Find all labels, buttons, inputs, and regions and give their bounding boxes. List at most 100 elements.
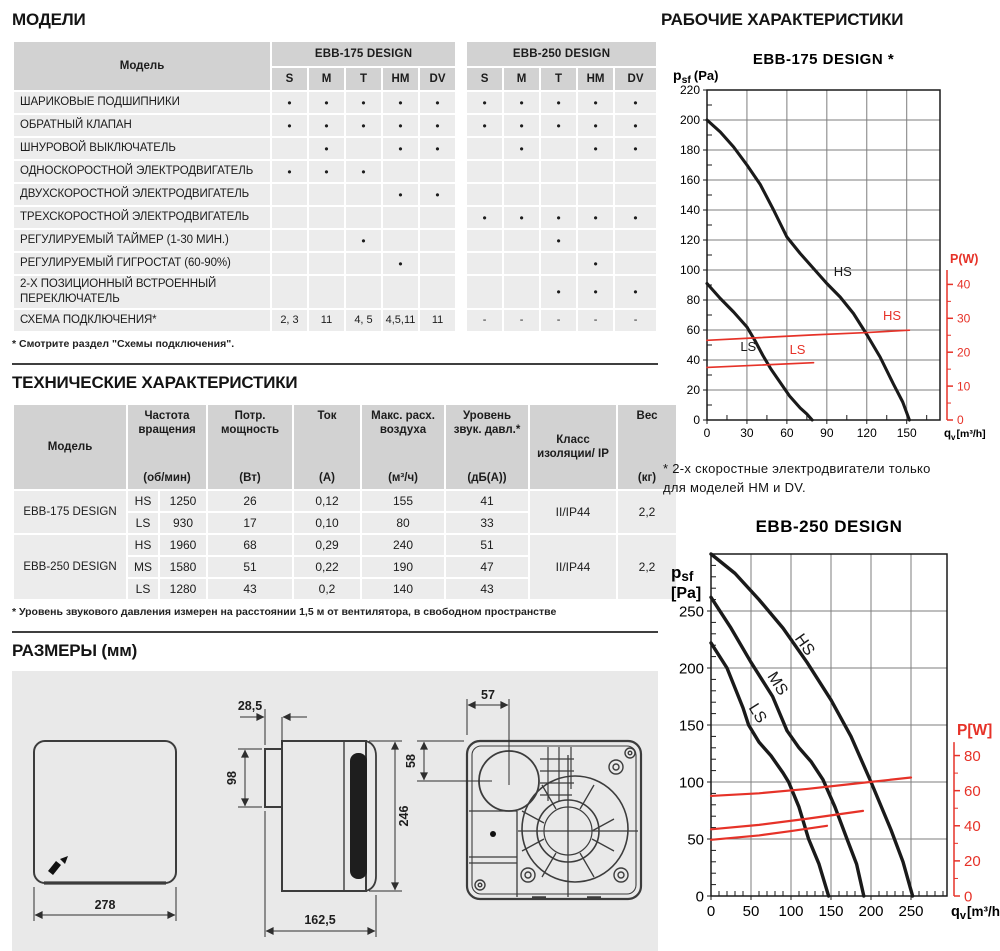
curve-label-HS: HS bbox=[883, 308, 901, 323]
feature-cell bbox=[272, 207, 307, 228]
feature-cell bbox=[272, 184, 307, 205]
x-tick: 0 bbox=[707, 903, 715, 920]
y-tick: 220 bbox=[680, 83, 700, 97]
airflow-cell: 140 bbox=[362, 578, 445, 599]
feature-cell bbox=[346, 138, 381, 159]
feature-cell: • bbox=[346, 92, 381, 113]
feature-cell: • bbox=[309, 161, 344, 182]
feature-cell bbox=[467, 161, 503, 182]
left-column: МОДЕЛИ Модель EBB-175 DESIGN EBB-250 DESIG… bbox=[12, 4, 677, 951]
feature-cell bbox=[467, 276, 503, 308]
weight-cell: 2,2 bbox=[618, 534, 677, 599]
power-cell: 43 bbox=[208, 578, 293, 599]
models-table: Модель EBB-175 DESIGN EBB-250 DESIGN S M T HM D… bbox=[12, 40, 658, 333]
feature-cell: • bbox=[504, 207, 540, 228]
dim-162-5-label: 162,5 bbox=[304, 913, 335, 927]
feature-cell: • bbox=[346, 115, 381, 136]
speed-cell: LS bbox=[128, 512, 158, 533]
curve-label-MS: MS bbox=[764, 669, 791, 698]
tech-header-name: Потр. мощность bbox=[221, 409, 280, 437]
div: Модель bbox=[16, 409, 124, 485]
feature-cell: • bbox=[346, 161, 381, 182]
variant-header: HM bbox=[578, 68, 614, 90]
y-tick: 60 bbox=[687, 323, 701, 337]
airflow-cell: 155 bbox=[362, 490, 445, 511]
feature-cell: • bbox=[578, 207, 614, 228]
tech-header-name: Уровень звук. давл.* bbox=[453, 409, 521, 437]
y-tick: 50 bbox=[687, 831, 704, 848]
curve-LS-power bbox=[709, 824, 829, 841]
noise-cell: 47 bbox=[446, 556, 529, 577]
feature-cell bbox=[615, 161, 656, 182]
feature-cell bbox=[578, 230, 614, 251]
feature-cell bbox=[578, 184, 614, 205]
feature-cell bbox=[309, 230, 344, 251]
feature-cell: • bbox=[615, 276, 656, 308]
power-cell: 17 bbox=[208, 512, 293, 533]
feature-cell: • bbox=[420, 184, 456, 205]
tech-section-title: ТЕХНИЧЕСКИЕ ХАРАКТЕРИСТИКИ bbox=[12, 372, 298, 392]
tech-col-header: Потр. мощность (Вт) bbox=[208, 404, 293, 489]
y-tick: 200 bbox=[679, 660, 704, 677]
group-gap bbox=[457, 161, 465, 182]
y-tick: 0 bbox=[696, 888, 704, 905]
curve-label-LS: LS bbox=[740, 339, 756, 354]
variant-header: DV bbox=[615, 68, 656, 90]
tech-row: MS 1580 51 0,22 190 47 bbox=[14, 556, 676, 577]
screw-bosses bbox=[474, 747, 636, 891]
feature-row: СХЕМА ПОДКЛЮЧЕНИЯ* 2, 3 11 4, 5 4,5,11 11- - - -… bbox=[14, 309, 656, 331]
curve-label-HS: HS bbox=[834, 264, 852, 279]
feature-cell: • bbox=[383, 92, 418, 113]
feature-row: ДВУХСКОРОСТНОЙ ЭЛЕКТРОДВИГАТЕЛЬ • • bbox=[14, 184, 656, 205]
models-header-row: Модель EBB-175 DESIGN EBB-250 DESIGN bbox=[14, 42, 656, 90]
div: Класс изоляции/ IP bbox=[532, 409, 614, 485]
variant-header: HM bbox=[383, 68, 418, 90]
models-subheader-row: S M T HM DV S M T HM DV bbox=[14, 68, 656, 90]
curve-MS bbox=[709, 595, 866, 898]
power-cell: 51 bbox=[208, 556, 293, 577]
y-axis-unit: [Pa] bbox=[671, 585, 701, 602]
tbody: ШАРИКОВЫЕ ПОДШИПНИКИ • • • • • • • • • • ОБРАТНЫЙ К… bbox=[14, 92, 656, 331]
feature-label: СХЕМА ПОДКЛЮЧЕНИЯ* bbox=[14, 309, 270, 331]
tbody: EBB-175 DESIGN HS 1250 26 0,12 155 41 II/IP44 2,… bbox=[14, 490, 677, 599]
tech-table: Модель Частота вращения (об/мин) Потр. мощн… bbox=[12, 403, 678, 601]
airflow-cell: 190 bbox=[362, 556, 445, 577]
feature-cell bbox=[467, 253, 503, 274]
feature-cell: • bbox=[420, 138, 456, 159]
feature-cell bbox=[467, 230, 503, 251]
group-gap bbox=[457, 207, 465, 228]
curve-LS bbox=[705, 281, 814, 422]
feature-cell: • bbox=[615, 92, 656, 113]
feature-cell: • bbox=[346, 230, 381, 251]
brand-mark-icon bbox=[48, 860, 61, 875]
x-tick: 50 bbox=[743, 903, 760, 920]
x-tick: 150 bbox=[818, 903, 843, 920]
tech-col-header: Класс изоляции/ IP bbox=[530, 404, 617, 489]
feature-cell: • bbox=[541, 276, 577, 308]
noise-cell: 43 bbox=[446, 578, 529, 599]
group-gap bbox=[457, 310, 465, 331]
dim-28-5-label: 28,5 bbox=[238, 699, 262, 713]
y2-tick: 0 bbox=[964, 888, 972, 905]
curve-LS-power bbox=[706, 361, 815, 369]
chart-title: EBB-175 DESIGN * bbox=[753, 51, 894, 68]
back-view bbox=[465, 739, 643, 900]
section-divider bbox=[12, 630, 658, 633]
feature-cell: • bbox=[383, 115, 418, 136]
feature-row: ОБРАТНЫЙ КЛАПАН • • • • • • • • • • bbox=[14, 115, 656, 136]
cable-compartment bbox=[469, 810, 518, 897]
feature-cell: - bbox=[578, 309, 614, 331]
curve-HS bbox=[705, 118, 911, 422]
feature-cell bbox=[541, 161, 577, 182]
feature-label: ШАРИКОВЫЕ ПОДШИПНИКИ bbox=[14, 92, 270, 113]
feature-cell: • bbox=[383, 184, 418, 205]
y2-tick: 80 bbox=[964, 747, 981, 764]
mounting-bracket bbox=[540, 746, 574, 801]
tech-header-unit: (Вт) bbox=[239, 472, 261, 485]
chart-footnote: * 2-х скоростные электродвигатели только… bbox=[663, 460, 968, 498]
chart-ebb-250-svg: 0 50 100 150 200 250 0 50 100 150 200 250 0 20 40 60 80 P… bbox=[671, 517, 1000, 922]
variant-header: M bbox=[504, 68, 540, 90]
feature-cell bbox=[272, 138, 307, 159]
group-gap bbox=[457, 138, 465, 159]
side-spigot bbox=[264, 747, 282, 808]
